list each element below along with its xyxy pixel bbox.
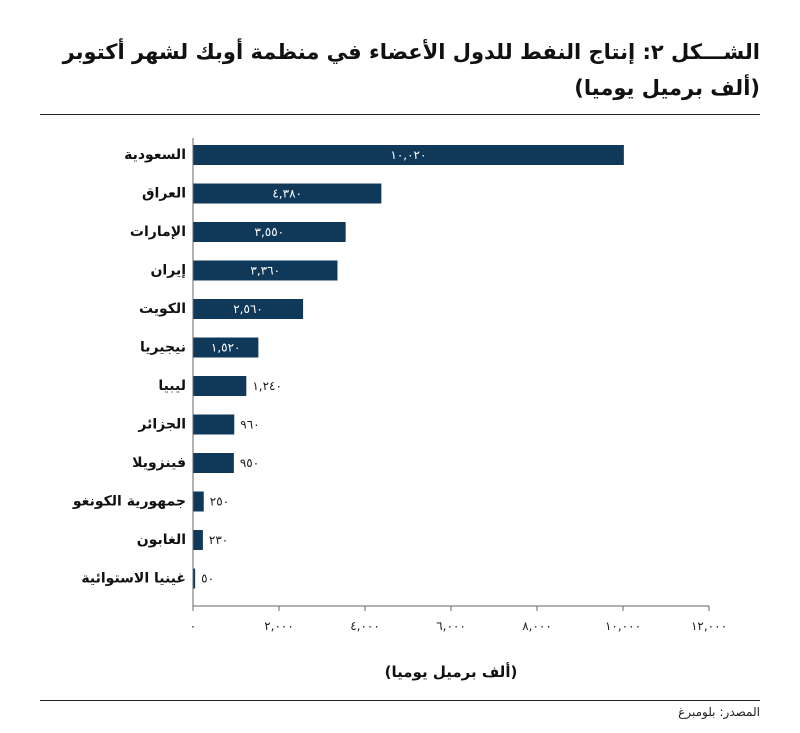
bar bbox=[193, 183, 382, 204]
bar bbox=[193, 530, 203, 550]
category-label: الإمارات bbox=[130, 224, 186, 240]
bar bbox=[193, 260, 338, 281]
category-label: السعودية bbox=[124, 147, 186, 163]
x-axis-title: (ألف برميل يوميا) bbox=[385, 662, 518, 681]
value-label: ١,٢٤٠ bbox=[252, 379, 282, 393]
bar bbox=[193, 222, 346, 242]
x-tick-label: ١٢,٠٠٠ bbox=[691, 619, 727, 633]
x-tick-label: ٦,٠٠٠ bbox=[436, 619, 466, 633]
category-label: الغابون bbox=[137, 532, 186, 548]
value-label: ٤,٣٨٠ bbox=[272, 187, 302, 201]
bar bbox=[193, 337, 259, 358]
chart-title: الشـــكل ٢: إنتاج النفط للدول الأعضاء في… bbox=[20, 34, 760, 106]
category-label: الكويت bbox=[139, 301, 186, 317]
bar bbox=[193, 376, 247, 396]
value-label: ٢٥٠ bbox=[210, 495, 229, 509]
source-note: المصدر:بلومبرغ bbox=[678, 705, 760, 719]
source-label: المصدر: bbox=[719, 705, 760, 719]
value-label: ٣,٥٥٠ bbox=[255, 225, 285, 239]
bar-chart: السعودية ١٠,٠٢٠ العراق ٤,٣٨٠ الإمارات ٣,٥٥٠ إي… bbox=[72, 138, 727, 681]
category-label: غينيا الاستوائية bbox=[81, 571, 186, 587]
value-label: ٣,٣٦٠ bbox=[250, 264, 280, 278]
value-label: ٩٦٠ bbox=[240, 418, 259, 432]
chart-title-line-1: الشـــكل ٢: إنتاج النفط للدول الأعضاء في… bbox=[62, 40, 760, 64]
category-label: ليبيا bbox=[158, 378, 186, 394]
x-tick-label: ٠ bbox=[190, 619, 196, 633]
bar bbox=[193, 491, 204, 512]
source-value: بلومبرغ bbox=[678, 705, 716, 719]
value-label: ٢,٥٦٠ bbox=[233, 302, 263, 316]
bar bbox=[193, 145, 624, 165]
value-label: ١,٥٢٠ bbox=[211, 341, 241, 355]
value-label: ٥٠ bbox=[201, 572, 214, 586]
category-label: جمهورية الكونغو bbox=[72, 494, 186, 510]
category-label: نيجيريا bbox=[140, 340, 186, 356]
x-tick-label: ٨,٠٠٠ bbox=[522, 619, 552, 633]
value-label: ٢٣٠ bbox=[209, 533, 228, 547]
chart-title-line-2: (ألف برميل يوميا) bbox=[574, 76, 760, 100]
title-divider bbox=[40, 114, 760, 115]
category-label: فينزويلا bbox=[132, 455, 186, 471]
x-tick-label: ٤,٠٠٠ bbox=[350, 619, 380, 633]
value-label: ٩٥٠ bbox=[240, 456, 259, 470]
bar bbox=[193, 568, 196, 589]
value-label: ١٠,٠٢٠ bbox=[390, 148, 426, 162]
x-tick-label: ٢,٠٠٠ bbox=[264, 619, 294, 633]
category-label: إيران bbox=[150, 263, 186, 279]
bar bbox=[193, 299, 304, 319]
bar bbox=[193, 453, 234, 473]
category-label: الجزائر bbox=[137, 417, 186, 433]
bar bbox=[193, 414, 235, 435]
category-label: العراق bbox=[142, 186, 186, 202]
footer-divider bbox=[40, 700, 760, 701]
x-tick-label: ١٠,٠٠٠ bbox=[605, 619, 641, 633]
